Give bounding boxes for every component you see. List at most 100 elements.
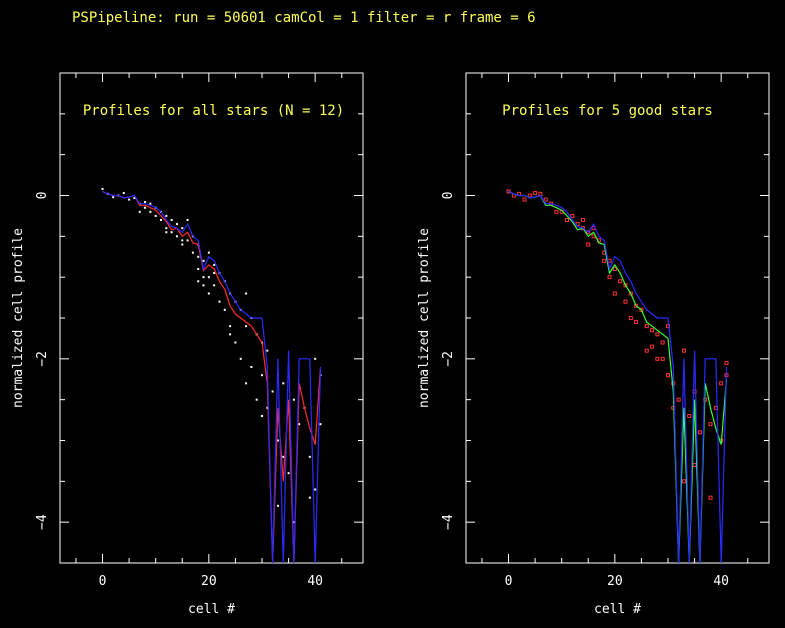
data-point (271, 390, 274, 393)
data-point (138, 210, 141, 213)
data-point (612, 291, 617, 296)
data-point (128, 198, 131, 201)
x-axis-label: cell # (188, 602, 235, 617)
data-point (207, 292, 210, 295)
data-point (165, 227, 168, 230)
data-point (282, 455, 285, 458)
data-point (170, 219, 173, 221)
data-point (586, 242, 591, 247)
data-point (266, 406, 269, 409)
data-point (218, 300, 221, 303)
data-point (245, 292, 248, 295)
data-point (144, 206, 147, 209)
y-tick-label: −2 (441, 351, 456, 367)
x-tick-label: 40 (307, 574, 323, 589)
data-point (308, 455, 311, 458)
data-point (522, 197, 527, 202)
data-point (197, 255, 200, 258)
data-point (687, 414, 692, 418)
data-point (229, 333, 232, 336)
data-point (160, 219, 162, 221)
data-point (314, 488, 317, 491)
data-point (186, 239, 189, 242)
data-point (692, 463, 697, 467)
data-point (660, 356, 665, 361)
data-point (197, 268, 200, 270)
series-points (506, 189, 729, 500)
data-point (133, 196, 136, 199)
data-point (287, 472, 290, 475)
x-axis-label: cell # (594, 602, 641, 617)
data-point (250, 366, 253, 368)
data-point (644, 324, 649, 329)
data-point (533, 191, 538, 196)
data-point (644, 348, 649, 353)
data-point (175, 223, 178, 226)
data-point (719, 381, 724, 386)
data-point (623, 299, 628, 304)
data-point (181, 227, 184, 230)
data-point (276, 439, 279, 442)
data-point (181, 239, 184, 242)
data-point (175, 235, 178, 238)
panel-title: Profiles for 5 good stars (502, 103, 713, 119)
data-point (681, 348, 686, 353)
x-tick-label: 20 (201, 574, 217, 589)
data-point (144, 201, 147, 204)
data-point (170, 231, 173, 234)
data-point (181, 243, 184, 246)
y-tick-label: 0 (35, 192, 50, 200)
data-point (570, 213, 575, 218)
series-line-mean (102, 190, 322, 563)
data-point (586, 230, 591, 235)
plot-data (506, 189, 729, 563)
panel-all-stars: 0 20 40 0 −2 −4 cell # normalized cell profile P… (11, 72, 364, 617)
y-tick-label: −4 (441, 514, 456, 530)
x-tick-label: 0 (505, 574, 513, 589)
data-point (197, 280, 200, 283)
data-point (266, 349, 269, 352)
y-axis-label: normalized cell profile (11, 228, 26, 408)
data-point (676, 397, 681, 402)
data-point (554, 209, 559, 214)
data-point (101, 187, 104, 190)
data-point (202, 284, 205, 287)
data-point (543, 197, 548, 202)
data-point (112, 196, 115, 199)
data-point (276, 504, 279, 507)
data-point (223, 308, 226, 311)
series-line-model (508, 190, 728, 563)
data-point (149, 210, 152, 213)
data-point (602, 258, 607, 263)
data-point (298, 423, 301, 426)
y-tick-label: −2 (35, 351, 50, 367)
data-point (319, 423, 322, 426)
data-point (255, 398, 258, 401)
data-point (666, 324, 670, 329)
data-point (666, 373, 670, 378)
data-point (708, 495, 713, 500)
data-point (292, 398, 295, 401)
data-point (234, 341, 237, 344)
plot-data (101, 187, 322, 563)
data-point (565, 218, 569, 222)
data-point (612, 267, 617, 271)
data-point (202, 259, 205, 262)
data-point (186, 219, 189, 221)
data-point (660, 340, 665, 345)
data-point (506, 189, 511, 194)
data-point (308, 496, 311, 499)
data-point (697, 430, 702, 435)
data-point (655, 356, 660, 361)
data-point (618, 279, 623, 284)
x-tick-label: 40 (713, 574, 729, 589)
y-tick-label: 0 (441, 192, 456, 200)
data-point (634, 320, 639, 325)
data-point (154, 214, 157, 217)
data-point (191, 251, 194, 254)
data-point (724, 360, 729, 365)
data-point (149, 202, 152, 205)
data-point (202, 276, 205, 279)
data-point (655, 332, 660, 337)
